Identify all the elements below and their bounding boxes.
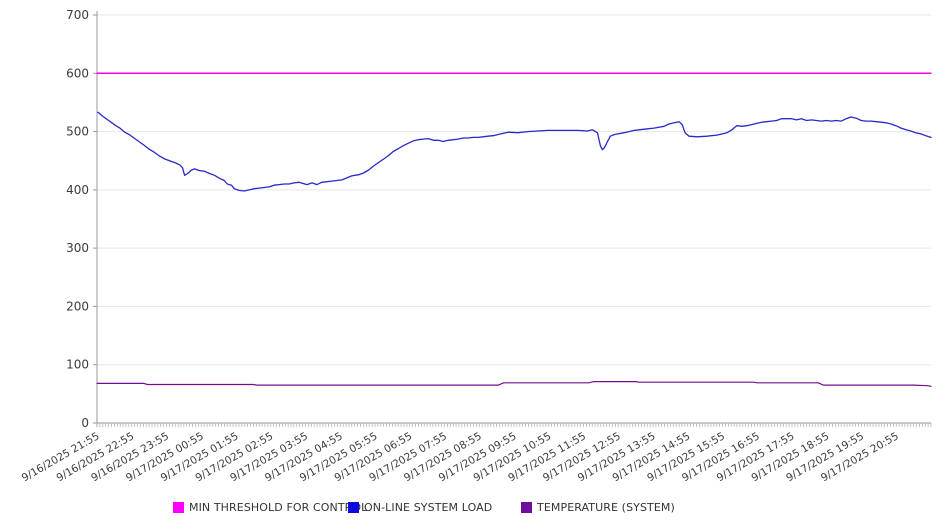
y-tick-label: 400 [66,183,89,197]
x-minor-ticks [96,423,932,427]
legend-label-system-load: ON-LINE SYSTEM LOAD [364,500,493,514]
legend-label-min-threshold: MIN THRESHOLD FOR CONTROL [189,500,368,514]
y-tick-label: 200 [66,299,89,313]
legend-swatch-system-load-icon [348,501,359,513]
legend-item-system-load: ON-LINE SYSTEM LOAD [348,499,492,515]
legend-swatch-temperature-icon [521,501,532,513]
system-load-line [97,111,932,192]
legend-item-min-threshold: MIN THRESHOLD FOR CONTROL [173,499,367,515]
legend-label-temperature: TEMPERATURE (SYSTEM) [537,500,675,514]
y-tick-label: 300 [66,241,89,255]
y-tick-label: 600 [66,66,89,80]
y-tick-label: 0 [81,416,89,430]
y-tick-label: 500 [66,125,89,139]
legend-item-temperature: TEMPERATURE (SYSTEM) [521,499,675,515]
legend-swatch-min-threshold-icon [173,501,184,513]
temperature-line [96,381,932,387]
y-tick-label: 700 [66,8,89,22]
chart-legend: MIN THRESHOLD FOR CONTROL ON-LINE SYSTEM… [0,499,946,519]
y-tick-label: 100 [66,358,89,372]
